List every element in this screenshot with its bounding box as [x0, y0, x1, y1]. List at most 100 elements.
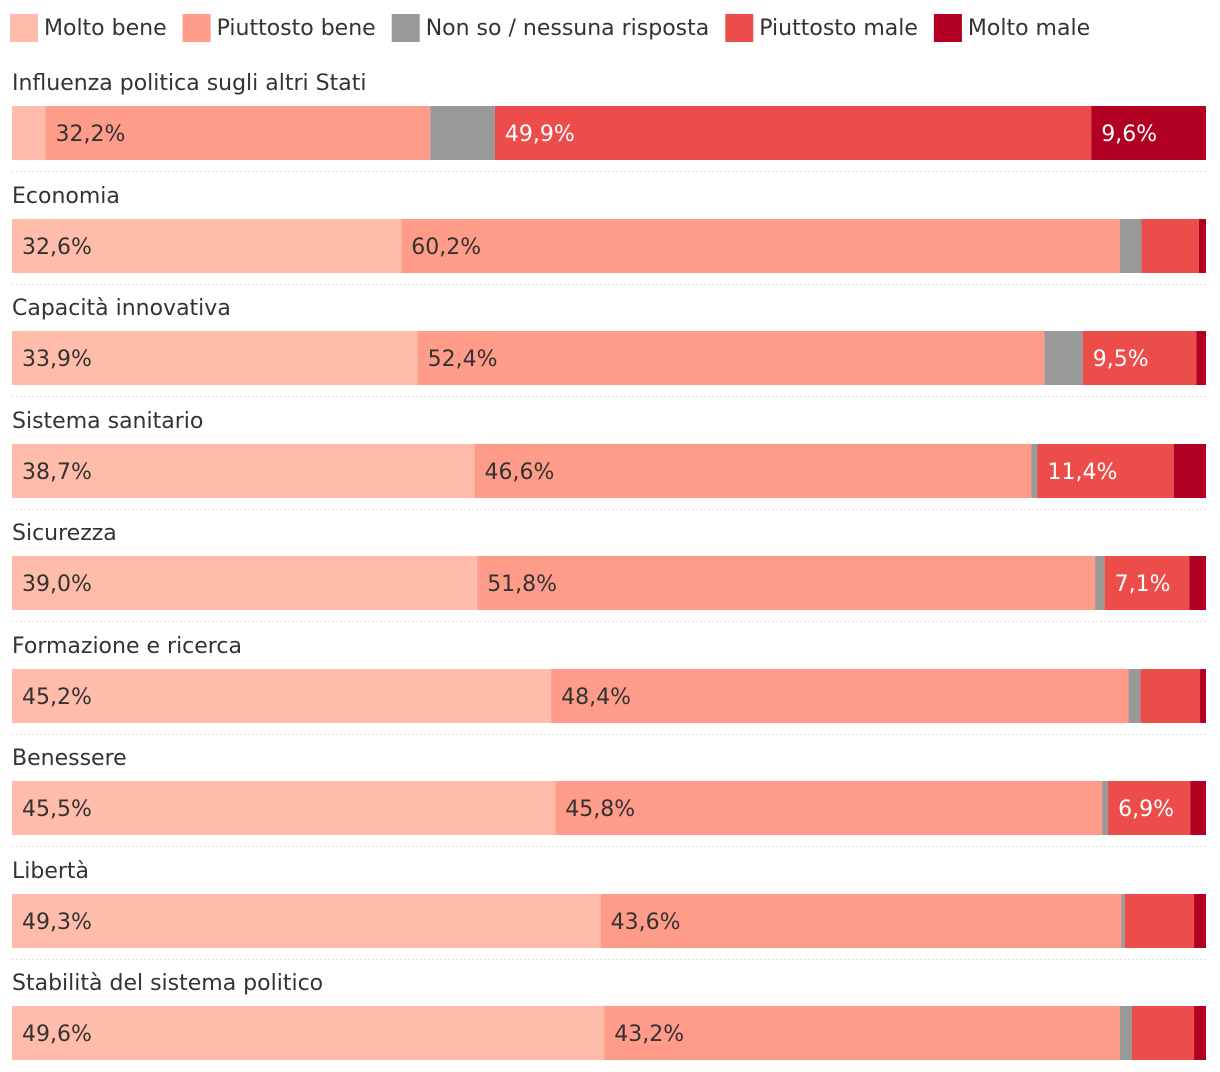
row-title: Stabilità del sistema politico: [12, 971, 323, 996]
row-economia: Economia 32,6% 60,2%: [12, 184, 1206, 285]
bar-segment-piuttosto-bene: [551, 669, 1129, 723]
bar-segment-piuttosto-bene: [417, 331, 1045, 385]
row-title: Influenza politica sugli altri Stati: [12, 71, 366, 96]
legend-label-non-so-nessuna-risposta: Non so / nessuna risposta: [426, 16, 710, 41]
legend-label-piuttosto-bene: Piuttosto bene: [217, 16, 376, 41]
data-label-molto-bene: 32,6%: [22, 235, 92, 260]
data-label-piuttosto-male: 11,4%: [1047, 460, 1117, 485]
bar-segment-piuttosto-male: [1131, 1006, 1195, 1060]
bar-segment-molto-male: [1194, 1006, 1206, 1060]
bar-segment-molto-bene: [12, 219, 402, 273]
row-capacita-innovativa: Capacità innovativa 33,9% 52,4% 9,5%: [12, 296, 1206, 397]
bar-segment-molto-male: [1198, 219, 1206, 273]
bar-segment-non-so-nessuna-risposta: [1102, 781, 1109, 835]
bar-segment-piuttosto-bene: [600, 894, 1122, 948]
data-label-piuttosto-bene: 45,8%: [565, 797, 635, 822]
data-label-piuttosto-bene: 43,2%: [614, 1022, 684, 1047]
row-stabilita-del-sistema-politico: Stabilità del sistema politico 49,6% 43,2%: [12, 971, 1206, 1060]
legend-item-piuttosto-bene: Piuttosto bene: [182, 14, 376, 42]
bar-segment-molto-bene: [12, 1006, 605, 1060]
bar-segment-non-so-nessuna-risposta: [1120, 1006, 1132, 1060]
bar-segment-piuttosto-bene: [477, 556, 1096, 610]
data-label-molto-bene: 45,5%: [22, 797, 92, 822]
row-title: Capacità innovativa: [12, 296, 231, 321]
row-benessere: Benessere 45,5% 45,8% 6,9%: [12, 746, 1206, 847]
row-title: Sicurezza: [12, 521, 117, 546]
bar-segment-non-so-nessuna-risposta: [1044, 331, 1083, 385]
bar-segment-molto-male: [1091, 106, 1206, 160]
bar-segment-molto-male: [1196, 331, 1206, 385]
bar-segment-piuttosto-male: [1082, 331, 1197, 385]
bar-segment-piuttosto-male: [494, 106, 1092, 160]
row-sistema-sanitario: Sistema sanitario 38,7% 46,6% 11,4%: [12, 409, 1206, 510]
chart-legend: Molto bene Piuttosto bene Non so / nessuna…: [10, 14, 1090, 42]
bar-segment-non-so-nessuna-risposta: [1128, 669, 1141, 723]
data-label-molto-bene: 39,0%: [22, 572, 92, 597]
legend-label-molto-male: Molto male: [968, 16, 1090, 41]
bar-segment-molto-male: [1173, 444, 1206, 498]
bar-segment-non-so-nessuna-risposta: [1031, 444, 1038, 498]
bar-segment-molto-bene: [12, 894, 601, 948]
data-label-molto-bene: 49,6%: [22, 1022, 92, 1047]
data-label-molto-bene: 45,2%: [22, 685, 92, 710]
legend-item-piuttosto-male: Piuttosto male: [725, 14, 918, 42]
data-label-molto-male: 9,6%: [1101, 122, 1157, 147]
data-label-piuttosto-male: 9,5%: [1093, 347, 1149, 372]
data-label-piuttosto-bene: 48,4%: [561, 685, 631, 710]
data-label-piuttosto-male: 6,9%: [1118, 797, 1174, 822]
data-label-molto-bene: 33,9%: [22, 347, 92, 372]
legend-item-molto-bene: Molto bene: [10, 14, 167, 42]
row-liberta: Libertà 49,3% 43,6%: [12, 859, 1206, 960]
bar-segment-molto-male: [1190, 781, 1206, 835]
bar-segment-piuttosto-bene: [401, 219, 1121, 273]
data-label-piuttosto-bene: 43,6%: [611, 910, 681, 935]
data-label-piuttosto-bene: 52,4%: [428, 347, 498, 372]
bar-segment-non-so-nessuna-risposta: [1120, 219, 1142, 273]
row-formazione-e-ricerca: Formazione e ricerca 45,2% 48,4%: [12, 634, 1206, 735]
bar-segment-molto-bene: [12, 106, 46, 160]
row-title: Libertà: [12, 859, 89, 884]
row-title: Formazione e ricerca: [12, 634, 242, 659]
legend-label-molto-bene: Molto bene: [44, 16, 167, 41]
data-label-piuttosto-male: 49,9%: [505, 122, 575, 147]
bar-segment-non-so-nessuna-risposta: [1095, 556, 1105, 610]
bar-segment-piuttosto-male: [1037, 444, 1174, 498]
bar-segment-piuttosto-bene: [604, 1006, 1121, 1060]
bar-segment-piuttosto-male: [1104, 556, 1190, 610]
bar-segment-piuttosto-male: [1140, 669, 1201, 723]
bar-segment-molto-bene: [12, 669, 552, 723]
row-title: Economia: [12, 184, 120, 209]
data-label-molto-bene: 49,3%: [22, 910, 92, 935]
bar-segment-piuttosto-bene: [45, 106, 431, 160]
legend-swatch-piuttosto-male: [725, 14, 754, 42]
chart-rows: Influenza politica sugli altri Stati 32,2…: [12, 71, 1206, 1060]
bar-segment-non-so-nessuna-risposta: [430, 106, 495, 160]
legend-swatch-piuttosto-bene: [182, 14, 211, 42]
row-title: Sistema sanitario: [12, 409, 203, 434]
bar-segment-piuttosto-male: [1124, 894, 1195, 948]
legend-swatch-molto-male: [933, 14, 962, 42]
bar-segment-piuttosto-male: [1108, 781, 1191, 835]
bar-segment-molto-bene: [12, 331, 418, 385]
data-label-piuttosto-bene: 32,2%: [55, 122, 125, 147]
bar-segment-molto-male: [1194, 894, 1206, 948]
bar-segment-piuttosto-bene: [474, 444, 1032, 498]
bar-segment-molto-bene: [12, 781, 556, 835]
bar-segment-molto-bene: [12, 444, 475, 498]
bar-segment-non-so-nessuna-risposta: [1121, 894, 1125, 948]
bar-segment-molto-male: [1189, 556, 1206, 610]
legend-item-non-so-nessuna-risposta: Non so / nessuna risposta: [391, 14, 710, 42]
data-label-piuttosto-bene: 46,6%: [485, 460, 555, 485]
bar-segment-piuttosto-bene: [555, 781, 1103, 835]
legend-swatch-non-so-nessuna-risposta: [391, 14, 420, 42]
row-title: Benessere: [12, 746, 127, 771]
row-influenza-politica-sugli-altri-stati: Influenza politica sugli altri Stati 32,2…: [12, 71, 1206, 172]
data-label-piuttosto-male: 7,1%: [1115, 572, 1171, 597]
bar-segment-molto-bene: [12, 556, 478, 610]
legend-item-molto-male: Molto male: [933, 14, 1090, 42]
bar-segment-molto-male: [1200, 669, 1206, 723]
data-label-piuttosto-bene: 51,8%: [487, 572, 557, 597]
bar-segment-piuttosto-male: [1141, 219, 1199, 273]
data-label-piuttosto-bene: 60,2%: [411, 235, 481, 260]
